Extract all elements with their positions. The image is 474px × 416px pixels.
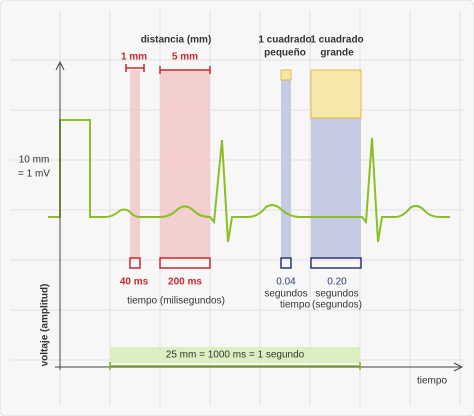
large-distance: 5 mm — [172, 52, 198, 63]
small-square-title: pequeño — [264, 48, 306, 59]
span-label: 25 mm = 1000 ms = 1 segundo — [166, 350, 305, 361]
x-axis-label: tiempo — [417, 376, 447, 387]
axes — [55, 60, 464, 372]
calibration-voltage: = 1 mV — [18, 169, 50, 180]
y-axis-label: voltaje (amplitud) — [40, 284, 51, 367]
small-square-label: tiempo — [280, 300, 310, 311]
navy-large-box — [310, 257, 362, 269]
red-brackets — [125, 64, 211, 74]
navy-small-box — [280, 257, 292, 269]
small-yellow-square — [280, 69, 292, 81]
small-blue-band — [281, 80, 291, 258]
ecg-trace — [48, 119, 450, 243]
small-square-title: 1 cuadrado — [258, 35, 311, 46]
calibration-height: 10 mm — [19, 155, 50, 166]
span-bracket — [109, 362, 361, 370]
large-time: 200 ms — [168, 277, 202, 288]
small-red-band — [130, 70, 140, 258]
large-square-time: 0.20 — [327, 277, 347, 288]
large-red-band — [160, 70, 210, 258]
time-ms-label: tiempo (milisegundos) — [127, 296, 225, 307]
red-large-box — [159, 257, 211, 269]
small-square-time: 0.04 — [276, 277, 296, 288]
large-yellow-square — [310, 69, 362, 119]
small-square-unit: segundos — [264, 289, 307, 300]
large-square-title: 1 cuadrado — [310, 35, 363, 46]
red-small-box — [129, 257, 141, 269]
large-square-label: (segundos) — [312, 300, 362, 311]
span-band — [110, 347, 360, 363]
distance-title: distancia (mm) — [141, 35, 212, 46]
large-square-unit: segundos — [315, 289, 358, 300]
small-time: 40 ms — [120, 277, 149, 288]
large-square-title: grande — [320, 48, 354, 59]
small-distance: 1 mm — [121, 52, 147, 63]
large-blue-band — [311, 118, 361, 258]
